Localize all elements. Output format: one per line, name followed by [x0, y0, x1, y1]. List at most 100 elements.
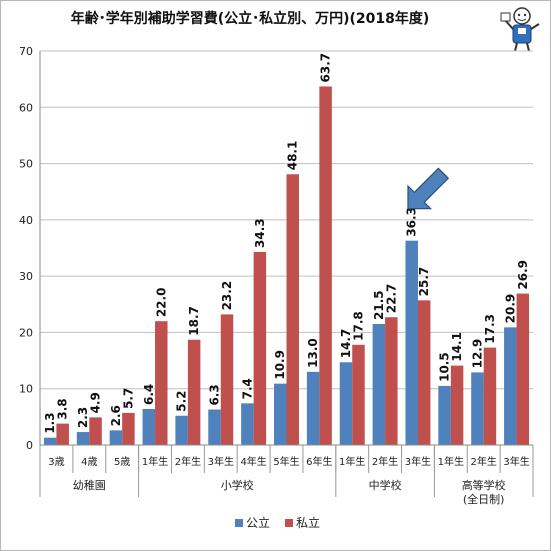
data-label: 17.8 [351, 311, 365, 341]
y-tick-label: 40 [19, 214, 33, 227]
data-label: 2.3 [76, 407, 90, 428]
annotation-arrow [407, 167, 450, 210]
data-label: 5.7 [121, 388, 135, 409]
bar-public [109, 430, 123, 445]
x-tick-label: 3歳 [48, 456, 64, 468]
group-label: 小学校 [221, 478, 254, 492]
bar-public [504, 327, 517, 445]
data-labels: 1.3 2.3 2.6 6.4 5.2 6.3 7.4 10.9 13.0 14.7 21.5 36.… [43, 53, 530, 434]
data-label: 21.5 [372, 290, 386, 320]
x-tick-label: 6年生 [306, 455, 332, 468]
data-label: 6.3 [208, 384, 222, 405]
arrow-shape [407, 167, 450, 210]
data-label: 23.2 [220, 281, 234, 311]
x-tick-label: 3年生 [503, 455, 529, 468]
y-axis: 0 10 20 30 40 50 60 70 [19, 45, 41, 452]
y-tick-label: 30 [19, 270, 33, 283]
data-label: 13.0 [306, 338, 320, 368]
data-label: 14.1 [450, 332, 464, 362]
y-tick-label: 70 [19, 45, 33, 58]
bar-public [471, 372, 484, 445]
bar-public [175, 415, 188, 445]
group-sublabel: (全日制) [463, 492, 505, 506]
bar-private [187, 339, 201, 445]
bar-public [339, 362, 353, 445]
bar-private [89, 417, 102, 445]
x-tick-label: 1年生 [438, 455, 464, 468]
group-label: 中学校 [369, 478, 402, 492]
bar-private [122, 412, 135, 445]
data-label: 26.9 [516, 260, 530, 290]
x-tick-label: 2年生 [175, 455, 201, 468]
y-tick-label: 60 [19, 101, 33, 114]
data-label: 14.7 [339, 329, 353, 359]
y-tick-label: 50 [19, 158, 33, 171]
bar-public [306, 371, 320, 445]
bar-private [286, 174, 299, 445]
data-label: 25.7 [417, 267, 431, 297]
data-label: 7.4 [240, 378, 254, 399]
x-tick-label: 3年生 [405, 455, 431, 468]
mascot-figure-icon [500, 7, 540, 52]
x-tick-label: 3年生 [208, 455, 234, 468]
bar-public [142, 408, 156, 445]
chart-title: 年齢･学年別補助学習費(公立･私立別、万円)(2018年度) [70, 11, 430, 27]
data-label: 48.1 [286, 141, 300, 171]
bar-public [241, 403, 254, 445]
data-label: 10.9 [273, 350, 287, 380]
data-label: 10.5 [438, 352, 452, 382]
x-tick-label: 2年生 [471, 455, 497, 468]
bar-public [372, 323, 386, 445]
bar-private [450, 365, 464, 445]
data-label: 1.3 [43, 412, 57, 433]
x-tick-label: 4年生 [240, 455, 266, 468]
bar-private [56, 423, 69, 445]
legend-swatch [285, 519, 293, 527]
bar-private [417, 300, 431, 445]
data-label: 12.9 [470, 339, 484, 369]
data-label: 22.7 [384, 284, 398, 314]
legend-label: 公立 [246, 515, 270, 530]
bar-public [43, 437, 57, 445]
data-label: 3.8 [56, 398, 70, 419]
legend: 公立 私立 [235, 515, 320, 530]
bar-private [220, 314, 234, 445]
bar-private [253, 251, 267, 445]
x-tick-label: 1年生 [142, 455, 168, 468]
data-label: 2.6 [109, 405, 123, 426]
group-label: 高等学校 [462, 478, 506, 492]
y-tick-label: 20 [19, 326, 33, 339]
x-tick-label: 5年生 [273, 455, 299, 468]
bar-public [274, 383, 287, 445]
x-tick-label: 2年生 [372, 455, 398, 468]
x-axis: 3歳 4歳 5歳 1年生 2年生 3年生 4年生 5年生 6年生 1年生 2年生 3年生 1年生 2年生 3… [39, 444, 534, 506]
data-label: 20.9 [503, 294, 517, 324]
y-tick-label: 0 [26, 439, 33, 452]
bar-private [385, 317, 398, 445]
data-label: 63.7 [319, 53, 333, 83]
x-tick-label: 4歳 [81, 456, 97, 468]
bar-private [516, 293, 530, 445]
legend-swatch [235, 519, 243, 527]
bar-private [483, 347, 497, 445]
y-tick-label: 10 [19, 383, 33, 396]
data-label: 6.4 [142, 384, 156, 405]
data-label: 34.3 [253, 218, 267, 248]
bar-public [405, 240, 418, 445]
data-label: 18.7 [187, 306, 201, 336]
data-label: 22.0 [154, 288, 168, 318]
data-label: 17.3 [483, 314, 497, 344]
bar-public [76, 432, 90, 445]
legend-label: 私立 [296, 515, 320, 530]
bars [43, 86, 530, 446]
bar-public [438, 385, 451, 445]
bar-private [352, 344, 365, 445]
data-label: 5.2 [175, 390, 189, 411]
bar-private [155, 321, 168, 445]
x-tick-label: 1年生 [339, 455, 365, 468]
data-label: 4.9 [89, 392, 103, 413]
bar-public [208, 409, 221, 445]
data-label: 36.3 [405, 207, 419, 237]
